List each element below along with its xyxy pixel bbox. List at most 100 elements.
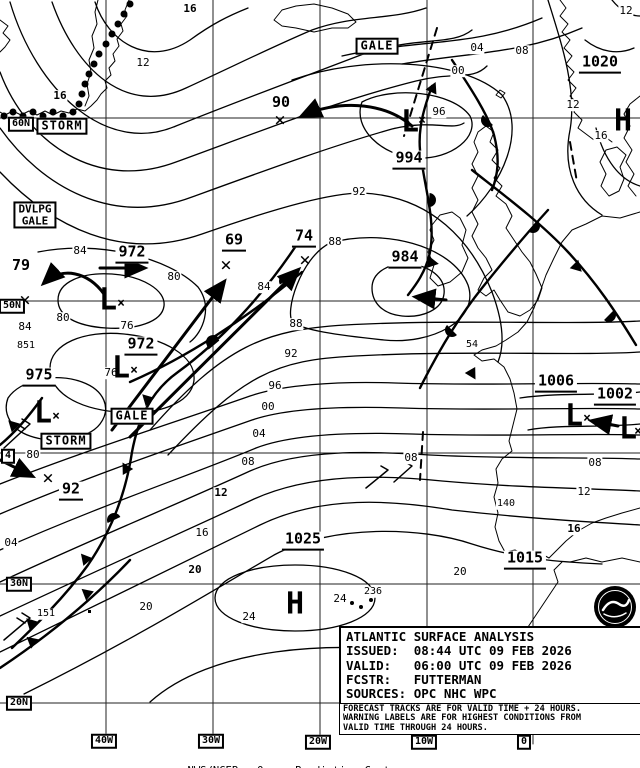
low-symbol: L	[111, 350, 130, 386]
valid-line: VALID: 06:00 UTC 09 FEB 2026	[346, 657, 572, 673]
isobar-label: 76	[103, 366, 119, 380]
island-dots	[350, 598, 373, 609]
low-symbol: L	[400, 104, 419, 140]
pressure-value: 79	[9, 256, 33, 275]
longitude-label: 10W	[410, 734, 438, 750]
low-position-x: ×	[583, 411, 591, 427]
isobars	[0, 0, 640, 703]
isobar-label: 20	[138, 600, 154, 614]
low-position-x: ×	[418, 113, 426, 129]
isobar-label: 16	[182, 2, 198, 16]
pressure-value: 1006	[534, 373, 578, 393]
isobar-label: 84	[256, 280, 272, 294]
low-position-x: ×	[634, 424, 640, 440]
pressure-value: 1025	[281, 531, 325, 551]
wind-barbs	[3, 418, 509, 641]
dvlpg-gale-warning-label: DVLPG GALE	[13, 201, 57, 229]
pressure-value: 1015	[503, 550, 547, 570]
gale-warning-label: GALE	[355, 37, 399, 55]
station-label: 140	[495, 497, 517, 510]
pressure-value: 984	[388, 249, 422, 269]
low-symbol: L	[33, 395, 52, 431]
low-position-x: ×	[52, 409, 60, 425]
latitude-label: 30N	[5, 576, 33, 592]
forecast-position-x: ×	[42, 467, 54, 490]
latitude-label: 50N	[0, 298, 26, 314]
isobar-label: 80	[166, 270, 182, 284]
gale-warning-label: GALE	[110, 407, 154, 425]
latitude-label: 4	[0, 448, 16, 464]
analysis-title: ATLANTIC SURFACE ANALYSIS	[346, 629, 535, 644]
isobar-label: 20	[187, 563, 203, 577]
sources-line: SOURCES: OPC NHC WPC	[346, 686, 497, 701]
pressure-value: 972	[124, 336, 158, 356]
isobar-label: 84	[17, 320, 33, 334]
pressure-value: 92	[58, 481, 84, 501]
ice-edge-dots	[0, 0, 134, 120]
isobar-label: 04	[251, 427, 267, 441]
high-symbol: H	[285, 586, 304, 622]
forecast-position-x: ×	[220, 254, 232, 277]
isobar-label: 00	[260, 400, 276, 414]
isobar-label: 08	[403, 451, 419, 465]
longitude-label: 0	[516, 734, 532, 750]
latitude-label: 60N	[7, 116, 35, 132]
pressure-value: 1002	[593, 386, 637, 406]
station-label: 54	[464, 338, 480, 351]
isobar-label: 12	[565, 98, 581, 112]
isobar-label: 88	[327, 235, 343, 249]
isobar-label: 24	[332, 592, 348, 606]
footer-credit: NWS/NCEP - Ocean Prediction Center ocean…	[188, 744, 403, 768]
isobar-label: 16	[52, 89, 68, 103]
low-position-x: ×	[130, 363, 138, 379]
isobar-label: 88	[288, 317, 304, 331]
isobar-label: 80	[25, 448, 41, 462]
trough-lines	[403, 27, 578, 481]
station-label: 151	[35, 607, 57, 620]
isobar-label: 84	[72, 244, 88, 258]
isobar-label: 04	[3, 536, 19, 550]
isobar-label: 96	[267, 379, 283, 393]
isobar-label: 08	[587, 456, 603, 470]
isobar-label: 04	[469, 41, 485, 55]
warning-note-box: FORECAST TRACKS ARE FOR VALID TIME + 24 …	[339, 703, 640, 736]
isobar-label: 96	[431, 105, 447, 119]
longitude-label: 20W	[304, 734, 332, 750]
warning-line: WARNING LABELS ARE FOR HIGHEST CONDITION…	[343, 713, 581, 724]
isobar-label: 16	[566, 522, 582, 536]
latitude-label: 20N	[5, 695, 33, 711]
footer-org: NWS/NCEP - Ocean Prediction Center	[188, 766, 403, 768]
isobar-label: 12	[618, 4, 634, 18]
station-label: 851	[15, 339, 37, 352]
isobar-label: 92	[283, 347, 299, 361]
low-symbol: L	[98, 282, 117, 318]
isobar-label: 08	[514, 44, 530, 58]
longitude-label: 30W	[197, 733, 225, 749]
low-position-x: ×	[117, 296, 125, 312]
warning-line: FORECAST TRACKS ARE FOR VALID TIME + 24 …	[343, 704, 581, 714]
pressure-value: 975	[22, 367, 56, 387]
forecaster-line: FCSTR: FUTTERMAN	[346, 671, 482, 687]
isobar-label: 12	[576, 485, 592, 499]
pressure-value: 74	[291, 228, 317, 248]
isobar-label: 80	[55, 311, 71, 325]
low-symbol: L	[618, 411, 637, 447]
isobar-label: 16	[593, 129, 609, 143]
high-symbol: H	[613, 103, 632, 139]
isobar-label: 12	[213, 486, 229, 500]
pressure-value: 69	[221, 232, 247, 252]
pressure-value: 90	[269, 93, 293, 112]
noaa-logo	[594, 586, 636, 628]
isobar-label: 16	[194, 526, 210, 540]
longitude-label: 40W	[90, 733, 118, 749]
pressure-value: 972	[115, 244, 149, 264]
forecast-position-x: ×	[274, 109, 286, 132]
forecast-position-x: ×	[299, 249, 311, 272]
station-label: 236	[362, 585, 384, 598]
isobar-label: 20	[452, 565, 468, 579]
warning-line: VALID TIME THROUGH 24 HOURS.	[343, 722, 488, 733]
isobar-label: 76	[119, 319, 135, 333]
